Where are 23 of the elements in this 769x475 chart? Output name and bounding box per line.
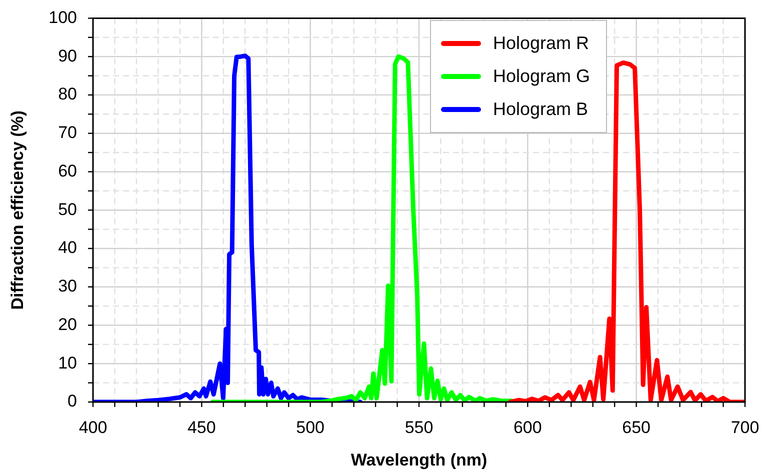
y-tick-label: 80 — [58, 84, 77, 104]
y-tick-label: 60 — [58, 161, 77, 180]
x-tick-label: 550 — [404, 418, 434, 437]
legend-label: Hologram B — [492, 99, 588, 120]
y-tick-label: 30 — [58, 276, 77, 296]
y-axis-title: Diffraction efficiency (%) — [8, 110, 27, 310]
x-tick-label: 450 — [187, 418, 216, 437]
y-tick-label: 100 — [48, 8, 77, 27]
x-tick-label: 700 — [730, 418, 760, 437]
y-tick-label: 40 — [58, 238, 77, 258]
x-tick-label: 650 — [622, 418, 651, 437]
y-tick-label: 20 — [58, 314, 77, 334]
y-tick-label: 70 — [58, 123, 77, 142]
x-tick-label: 600 — [513, 418, 542, 437]
y-tick-label: 90 — [58, 46, 77, 66]
y-tick-label: 0 — [68, 392, 77, 411]
y-tick-label: 50 — [58, 200, 77, 219]
legend-label: Hologram G — [492, 66, 590, 87]
y-tick-label: 10 — [58, 353, 77, 372]
x-tick-label: 500 — [296, 418, 325, 437]
legend-label: Hologram R — [492, 33, 589, 54]
x-axis-title: Wavelength (nm) — [350, 450, 488, 470]
x-tick-label: 400 — [78, 418, 108, 437]
